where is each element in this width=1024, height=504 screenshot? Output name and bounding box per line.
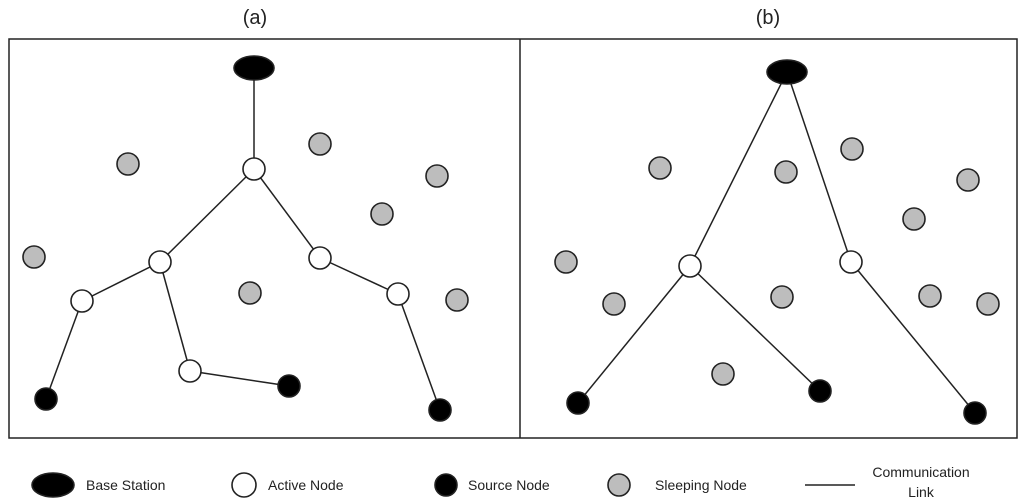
panel-b: [554, 59, 1000, 425]
sleeping-node-icon: [116, 152, 140, 176]
communication-link: [159, 261, 191, 372]
communication-link: [689, 71, 788, 267]
legend-base-station-label: Base Station: [86, 477, 165, 493]
sleeping-node-icon: [308, 132, 332, 156]
communication-link: [397, 293, 441, 411]
sleeping-node-icon: [370, 202, 394, 226]
communication-link: [253, 168, 321, 259]
communication-link: [689, 265, 821, 392]
sleeping-node-icon: [976, 292, 1000, 316]
active-node-icon: [386, 282, 410, 306]
sleeping-node-icon: [602, 292, 626, 316]
communication-link: [81, 261, 161, 302]
sleeping-node-icon: [711, 362, 735, 386]
sleeping-node-icon: [774, 160, 798, 184]
panel-label-b: (b): [756, 7, 780, 29]
legend-source-node-label: Source Node: [468, 477, 550, 493]
base-station-icon: [766, 59, 808, 85]
panel-a-links: [45, 68, 441, 411]
active-node-legend-icon: [231, 472, 257, 498]
sleeping-node-legend-icon: [607, 473, 631, 497]
communication-link: [850, 261, 976, 414]
communication-link: [786, 71, 852, 263]
sleeping-node-icon: [425, 164, 449, 188]
base-station-legend-icon: [31, 472, 75, 498]
communication-link: [189, 370, 290, 387]
active-node-icon: [242, 157, 266, 181]
communication-link: [319, 257, 399, 295]
communication-link: [159, 168, 255, 263]
active-node-icon: [678, 254, 702, 278]
panel-b-nodes: [554, 59, 1000, 425]
active-node-icon: [148, 250, 172, 274]
source-node-icon: [566, 391, 590, 415]
active-node-icon: [178, 359, 202, 383]
legend: Base Station Active Node Source Node Sle…: [31, 464, 970, 500]
sleeping-node-icon: [840, 137, 864, 161]
communication-link: [577, 265, 691, 404]
sleeping-node-icon: [902, 207, 926, 231]
active-node-icon: [839, 250, 863, 274]
legend-active-node-label: Active Node: [268, 477, 344, 493]
legend-sleeping-node-label: Sleeping Node: [655, 477, 747, 493]
sleeping-node-icon: [956, 168, 980, 192]
sleeping-node-icon: [445, 288, 469, 312]
panel-label-a: (a): [243, 7, 267, 29]
source-node-icon: [428, 398, 452, 422]
panel-a-nodes: [22, 55, 469, 422]
panel-a: [22, 55, 469, 422]
sleeping-node-icon: [238, 281, 262, 305]
communication-link: [45, 300, 83, 400]
source-node-icon: [277, 374, 301, 398]
source-node-legend-icon: [434, 473, 458, 497]
base-station-icon: [233, 55, 275, 81]
sleeping-node-icon: [22, 245, 46, 269]
legend-link-label-line1: Communication: [872, 464, 969, 480]
panel-b-links: [577, 71, 976, 414]
active-node-icon: [70, 289, 94, 313]
source-node-icon: [34, 387, 58, 411]
source-node-icon: [963, 401, 987, 425]
sleeping-node-icon: [918, 284, 942, 308]
active-node-icon: [308, 246, 332, 270]
sleeping-node-icon: [554, 250, 578, 274]
sleeping-node-icon: [648, 156, 672, 180]
sleeping-node-icon: [770, 285, 794, 309]
diagram-frame: [8, 38, 1018, 439]
legend-link-label-line2: Link: [908, 484, 935, 500]
source-node-icon: [808, 379, 832, 403]
